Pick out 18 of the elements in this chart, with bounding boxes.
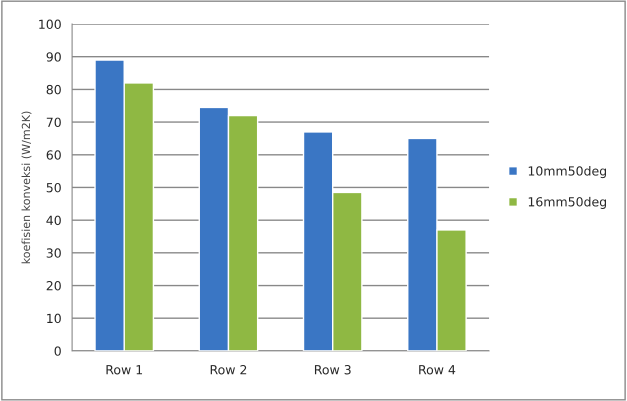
y-tick-label: 50 xyxy=(46,182,61,192)
y-axis-title: koefisien konveksi (W/m2K) xyxy=(22,112,32,264)
y-tick-label: 10 xyxy=(47,314,61,324)
x-tick-label: Row 4 xyxy=(419,365,456,374)
x-tick-label: Row 2 xyxy=(210,364,246,374)
y-tick-label: 60 xyxy=(46,150,61,160)
y-tick-label: 90 xyxy=(46,52,61,62)
y-tick-label: 0 xyxy=(54,346,61,356)
x-tick-label: Row 3 xyxy=(314,364,351,374)
x-tick-label: Row 1 xyxy=(106,365,142,374)
y-tick-label: 80 xyxy=(46,84,61,94)
y-tick-label: 100 xyxy=(39,20,61,29)
y-tick-label: 40 xyxy=(46,216,61,226)
y-tick-label: 20 xyxy=(46,280,61,290)
y-tick-label: 30 xyxy=(46,248,61,258)
y-tick-label: 70 xyxy=(46,118,61,128)
legend-label: 10mm50deg xyxy=(528,166,606,178)
legend-label: 16mm50deg xyxy=(528,196,606,209)
